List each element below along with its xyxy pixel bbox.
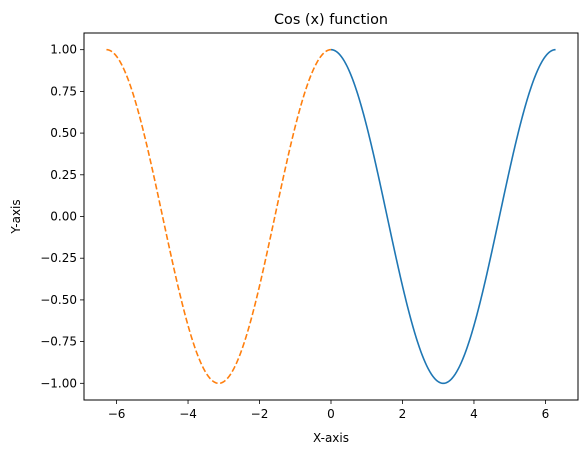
y-tick-label: 1.00 (50, 43, 77, 57)
y-tick-label: −1.00 (40, 376, 77, 390)
series-line-1 (330, 48, 556, 385)
y-tick-label: −0.25 (40, 251, 77, 265)
x-tick-label: 6 (542, 407, 550, 421)
plot-area (84, 33, 578, 400)
x-axis-ticks: −6 −4 −2 0 2 4 6 (108, 400, 550, 421)
y-axis-ticks: −1.00 −0.75 −0.50 −0.25 0.00 0.25 0.50 0.75 1.00 (40, 43, 84, 390)
x-tick-label: −4 (179, 407, 197, 421)
y-tick-label: 0.75 (50, 84, 77, 98)
x-tick-label: 2 (399, 407, 407, 421)
x-axis-title: X-axis (313, 431, 349, 445)
x-tick-label: −6 (108, 407, 126, 421)
y-tick-label: −0.50 (40, 293, 77, 307)
y-tick-label: 0.50 (50, 126, 77, 140)
y-tick-label: 0.25 (50, 168, 77, 182)
plot-frame (83, 32, 579, 401)
y-tick-label: −0.75 (40, 335, 77, 349)
y-axis-title: Y-axis (9, 199, 23, 234)
x-tick-label: −2 (251, 407, 269, 421)
x-tick-label: 0 (327, 407, 335, 421)
chart-title: Cos (x) function (274, 12, 388, 28)
series-line-2 (106, 48, 332, 385)
series-layer (106, 48, 556, 385)
y-tick-label: 0.00 (50, 210, 77, 224)
x-tick-label: 4 (470, 407, 478, 421)
